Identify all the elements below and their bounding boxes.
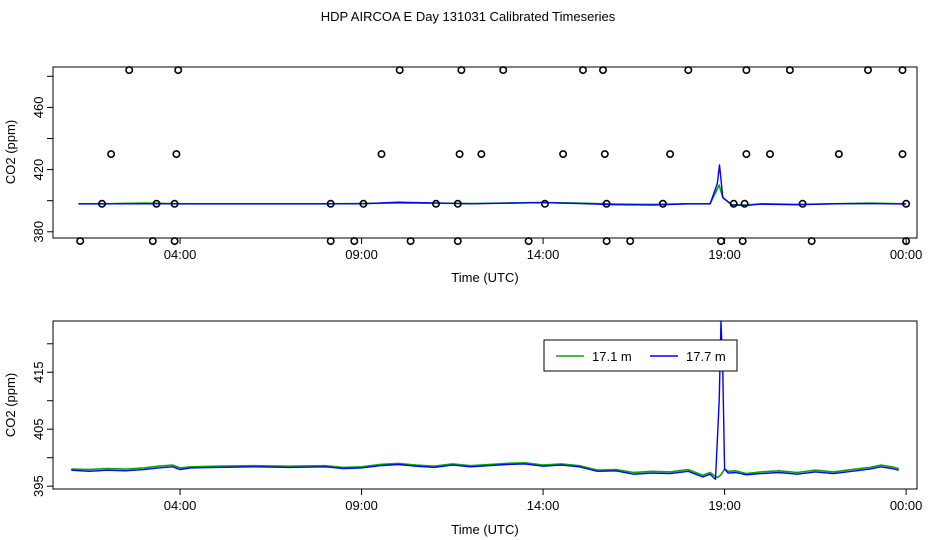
data-point-marker [578, 66, 587, 75]
data-point-marker [602, 199, 611, 208]
data-point-marker [666, 150, 675, 159]
data-point-marker [902, 237, 911, 246]
data-point-marker [863, 66, 872, 75]
data-point-marker [738, 237, 747, 246]
data-point-marker [170, 237, 179, 246]
panel-1-y-axis-label: CO2 (ppm) [3, 120, 18, 184]
series-line [78, 164, 907, 207]
data-point-marker [559, 150, 568, 159]
data-point-marker [716, 237, 725, 246]
data-point-marker [457, 66, 466, 75]
data-point-marker [148, 237, 157, 246]
data-point-marker [359, 199, 368, 208]
x-tick-label: 00:00 [890, 247, 923, 262]
data-point-marker [406, 237, 415, 246]
data-point-marker [742, 150, 751, 159]
data-point-marker [834, 150, 843, 159]
data-point-marker [174, 66, 183, 75]
data-point-marker [125, 66, 134, 75]
data-point-marker [455, 150, 464, 159]
data-point-marker [602, 237, 611, 246]
x-tick-label: 19:00 [708, 498, 741, 513]
y-tick-label: 460 [31, 97, 46, 119]
data-point-marker [540, 199, 549, 208]
data-point-marker [477, 150, 486, 159]
data-point-marker [326, 237, 335, 246]
legend: 17.1 m 17.7 m [543, 339, 738, 372]
legend-label-17-1m: 17.1 m [592, 349, 632, 364]
data-point-marker [326, 199, 335, 208]
x-tick-label: 14:00 [527, 498, 560, 513]
data-point-marker [729, 199, 738, 208]
panel-2-y-axis-label: CO2 (ppm) [3, 373, 18, 437]
data-point-marker [600, 150, 609, 159]
data-point-marker [76, 237, 85, 246]
data-point-marker [453, 199, 462, 208]
data-point-marker [499, 66, 508, 75]
series-line [71, 320, 899, 480]
data-point-marker [785, 66, 794, 75]
data-point-marker [898, 66, 907, 75]
x-tick-label: 04:00 [164, 247, 197, 262]
data-point-marker [626, 237, 635, 246]
y-tick-label: 415 [31, 361, 46, 383]
data-point-marker [350, 237, 359, 246]
page-title: HDP AIRCOA E Day 131031 Calibrated Times… [320, 9, 616, 24]
x-tick-label: 09:00 [345, 498, 378, 513]
y-tick-label: 405 [31, 418, 46, 440]
series-line [78, 184, 907, 206]
data-point-marker [152, 199, 161, 208]
data-point-marker [107, 150, 116, 159]
data-point-marker [598, 66, 607, 75]
data-point-marker [740, 199, 749, 208]
data-point-marker [798, 199, 807, 208]
panel-2-frame [52, 320, 918, 490]
x-tick-label: 00:00 [890, 498, 923, 513]
y-tick-label: 380 [31, 221, 46, 243]
series-line [71, 461, 899, 479]
data-point-marker [170, 199, 179, 208]
data-point-marker [902, 199, 911, 208]
panel-1-frame [52, 66, 918, 239]
data-point-marker [98, 199, 107, 208]
data-point-marker [765, 150, 774, 159]
x-tick-label: 09:00 [345, 247, 378, 262]
data-point-marker [172, 150, 181, 159]
data-point-marker [742, 66, 751, 75]
data-point-marker [658, 199, 667, 208]
legend-label-17-7m: 17.7 m [686, 349, 726, 364]
data-point-marker [898, 150, 907, 159]
data-point-marker [377, 150, 386, 159]
panel-2-x-axis-label: Time (UTC) [451, 522, 518, 537]
y-tick-label: 420 [31, 159, 46, 181]
data-point-marker [684, 66, 693, 75]
data-point-marker [395, 66, 404, 75]
data-point-marker [431, 199, 440, 208]
x-tick-label: 04:00 [164, 498, 197, 513]
data-point-marker [807, 237, 816, 246]
data-point-marker [453, 237, 462, 246]
x-tick-label: 14:00 [527, 247, 560, 262]
panel-1-x-axis-label: Time (UTC) [451, 270, 518, 285]
legend-box [543, 339, 738, 372]
y-tick-label: 395 [31, 475, 46, 497]
data-point-marker [524, 237, 533, 246]
x-tick-label: 19:00 [708, 247, 741, 262]
